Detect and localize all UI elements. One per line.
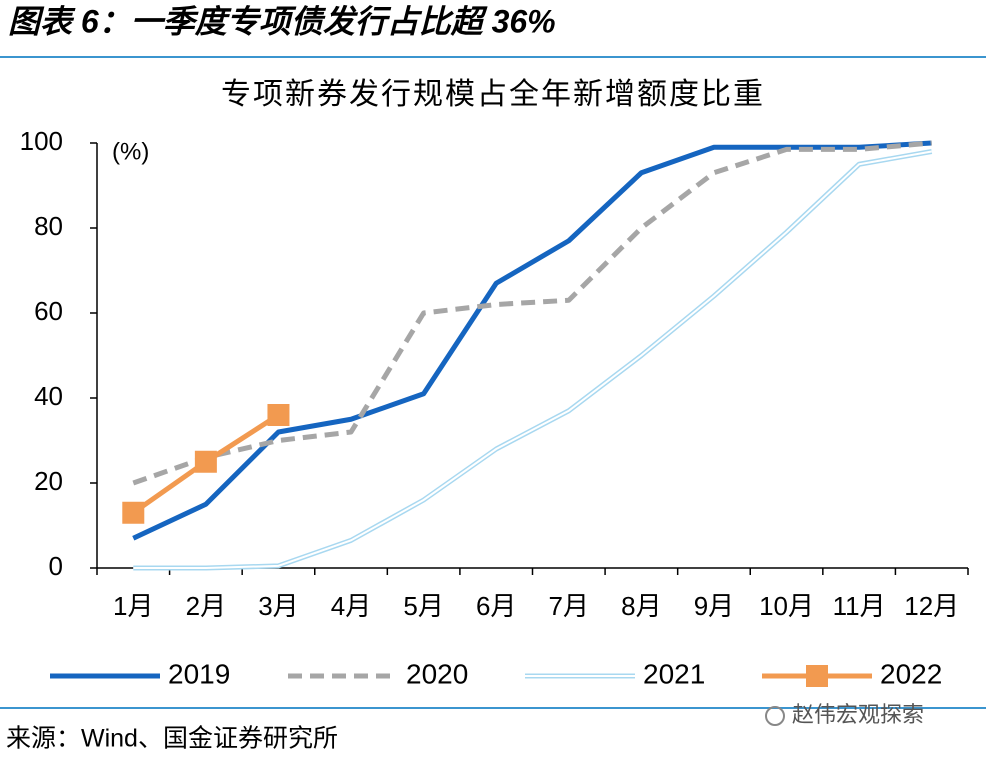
y-tick-label: 0	[49, 551, 63, 581]
watermark-icon	[765, 706, 785, 726]
x-tick-label: 5月	[403, 591, 443, 621]
x-tick-label: 2月	[186, 591, 226, 621]
chart-title: 专项新券发行规模占全年新增额度比重	[221, 78, 765, 111]
point-marker	[122, 501, 145, 524]
heading: 图表 6：一季度专项债发行占比超 36%	[8, 3, 556, 39]
watermark: 赵伟宏观探索	[792, 702, 924, 727]
x-tick-label: 6月	[476, 591, 516, 621]
y-tick-label: 40	[34, 381, 63, 411]
source: 来源：Wind、国金证券研究所	[6, 725, 338, 753]
series-line	[132, 140, 932, 486]
legend-label: 2022	[880, 658, 942, 689]
x-tick-label: 9月	[694, 591, 734, 621]
series-line-inner	[133, 150, 932, 569]
x-tick-label: 12月	[904, 591, 959, 621]
legend-label: 2020	[406, 658, 468, 689]
point-marker	[194, 450, 217, 473]
y-tick-label: 100	[20, 126, 63, 156]
legend-marker	[806, 665, 828, 687]
legend-label: 2021	[643, 658, 705, 689]
x-tick-label: 10月	[759, 591, 814, 621]
y-tick-label: 20	[34, 466, 63, 496]
y-tick-label: 80	[34, 211, 63, 241]
point-marker	[267, 404, 290, 426]
x-tick-label: 7月	[549, 591, 589, 621]
y-tick-label: 60	[34, 296, 63, 326]
x-tick-label: 11月	[833, 591, 886, 621]
x-tick-label: 4月	[331, 591, 371, 621]
legend-label: 2019	[168, 658, 230, 689]
y-unit-label: (%)	[112, 138, 149, 165]
x-tick-label: 3月	[258, 591, 298, 621]
series-line	[133, 149, 933, 571]
x-tick-label: 1月	[113, 591, 153, 621]
x-tick-label: 8月	[621, 591, 661, 621]
series-line	[132, 140, 932, 541]
